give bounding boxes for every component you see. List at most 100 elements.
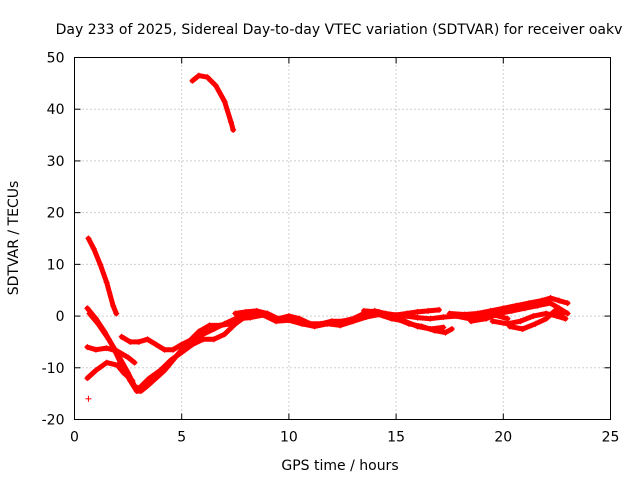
y-axis-title: SDTVAR / TECUs	[6, 181, 22, 296]
data-point	[530, 313, 537, 320]
data-point	[200, 336, 207, 343]
data-point	[448, 326, 455, 332]
y-tick-label: 40	[47, 102, 65, 118]
data-point	[350, 318, 357, 325]
series-track-low-start	[84, 360, 135, 384]
data-point	[232, 310, 239, 317]
data-point	[85, 395, 92, 402]
data-point	[84, 375, 91, 382]
x-tick-label: 15	[387, 430, 405, 446]
data-point	[298, 320, 305, 327]
data-point	[189, 77, 196, 84]
data-point	[487, 307, 494, 314]
x-tick-label: 5	[177, 430, 186, 446]
y-tick-label: 50	[47, 51, 65, 67]
data-point	[135, 385, 142, 392]
data-point	[84, 344, 91, 351]
data-point	[97, 261, 104, 268]
data-point	[221, 98, 228, 105]
x-tick-label: 10	[280, 430, 298, 446]
data-point	[105, 336, 112, 343]
data-point	[86, 310, 93, 317]
data-point	[414, 314, 421, 321]
data-point	[243, 308, 250, 315]
data-point	[517, 318, 524, 325]
data-point	[210, 326, 217, 332]
data-point	[114, 362, 121, 369]
data-point	[95, 320, 102, 327]
data-point	[152, 341, 159, 348]
data-point	[84, 305, 91, 312]
data-point	[446, 310, 453, 317]
data-point	[461, 311, 468, 318]
data-point	[228, 119, 235, 126]
data-point	[85, 235, 92, 242]
data-point	[204, 74, 211, 81]
data-point	[234, 315, 241, 322]
data-point	[556, 297, 563, 304]
y-tick-label: 10	[47, 257, 65, 273]
data-point	[489, 318, 496, 325]
data-point	[178, 341, 185, 348]
data-point	[210, 336, 217, 343]
data-point	[146, 375, 153, 382]
data-point	[118, 333, 125, 340]
series-track-dip-2	[87, 311, 260, 391]
data-point	[221, 320, 228, 327]
data-point	[506, 323, 513, 330]
data-point	[230, 126, 237, 133]
data-point	[116, 354, 123, 361]
x-tick-label: 25	[602, 430, 620, 446]
data-point	[562, 315, 569, 322]
data-point	[213, 82, 220, 89]
data-point	[110, 302, 117, 309]
data-point	[221, 331, 228, 338]
y-tick-label: 30	[47, 154, 65, 170]
data-point	[431, 327, 438, 334]
data-point	[519, 326, 526, 332]
data-point	[120, 369, 127, 376]
data-point	[113, 310, 120, 317]
grid-lines	[74, 57, 611, 420]
x-tick-label: 0	[70, 430, 79, 446]
data-point	[260, 312, 267, 319]
data-point	[157, 367, 164, 374]
data-point	[435, 306, 442, 313]
data-point	[135, 338, 142, 345]
axis-ticks: 0 5 10 15 20 25 -20 -10 0 10 20 30 40 50	[42, 51, 620, 446]
data-point	[144, 336, 151, 343]
data-point	[418, 323, 425, 330]
data-point	[442, 329, 449, 336]
data-point	[114, 348, 121, 355]
data-point	[247, 314, 254, 321]
data-point	[324, 320, 331, 327]
data-point	[273, 318, 280, 325]
data-point	[131, 359, 138, 366]
data-point	[360, 307, 367, 314]
y-tick-label: -20	[42, 413, 65, 429]
x-axis-title: GPS time / hours	[281, 458, 398, 474]
data-point	[129, 377, 136, 384]
data-point	[363, 314, 370, 321]
data-point	[232, 320, 239, 327]
series-track-high	[189, 73, 236, 133]
data-point	[311, 323, 318, 330]
data-point	[189, 336, 196, 343]
data-point	[90, 245, 97, 252]
data-point	[253, 307, 260, 314]
data-point	[483, 315, 490, 322]
data-point	[144, 382, 151, 389]
data-point	[403, 313, 410, 320]
data-point	[532, 320, 539, 327]
data-point	[371, 310, 378, 317]
data-point	[551, 307, 558, 314]
data-point	[474, 310, 481, 317]
data-point	[195, 72, 202, 79]
data-point	[131, 382, 138, 389]
data-point	[427, 315, 434, 322]
chart-title: Day 233 of 2025, Sidereal Day-to-day VTE…	[56, 22, 623, 38]
data-point	[103, 359, 110, 366]
data-point	[167, 357, 174, 364]
data-point	[440, 324, 447, 331]
